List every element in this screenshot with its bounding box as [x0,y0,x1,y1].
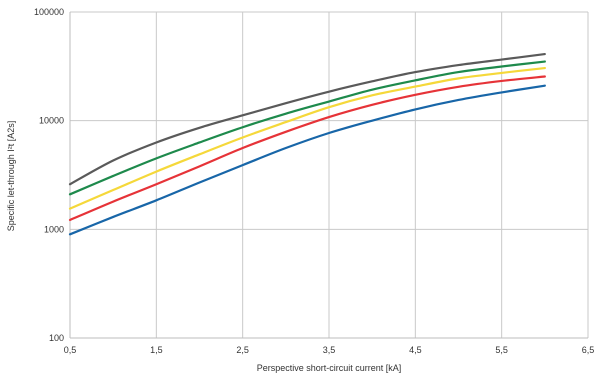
x-tick-label: 4,5 [409,345,422,355]
y-tick-label: 100 [49,333,64,343]
x-axis-label: Perspective short-circuit current [kA] [257,363,402,373]
x-tick-label: 1,5 [150,345,163,355]
x-tick-label: 2,5 [236,345,249,355]
x-tick-label: 0,5 [64,345,77,355]
series-line-3 [68,66,546,210]
y-tick-label: 100000 [34,7,64,17]
y-tick-label: 1000 [44,224,64,234]
x-tick-label: 3,5 [323,345,336,355]
series-line-2 [68,60,546,196]
series-line-5 [68,84,546,236]
x-tick-label: 5,5 [495,345,508,355]
x-tick-labels: 0,5 1,5 2,5 3,5 4,5 5,5 6,5 [64,345,595,355]
axes [69,12,588,339]
y-tick-labels: 100 1000 10000 100000 [34,7,64,343]
y-axis-label: Specific let-through I²t [A2s] [6,121,16,232]
y-tick-label: 10000 [39,116,64,126]
series-line-4 [68,75,546,222]
series-line-1 [68,52,546,186]
series-lines [68,52,546,236]
x-tick-label: 6,5 [582,345,595,355]
grid-lines [70,11,589,338]
